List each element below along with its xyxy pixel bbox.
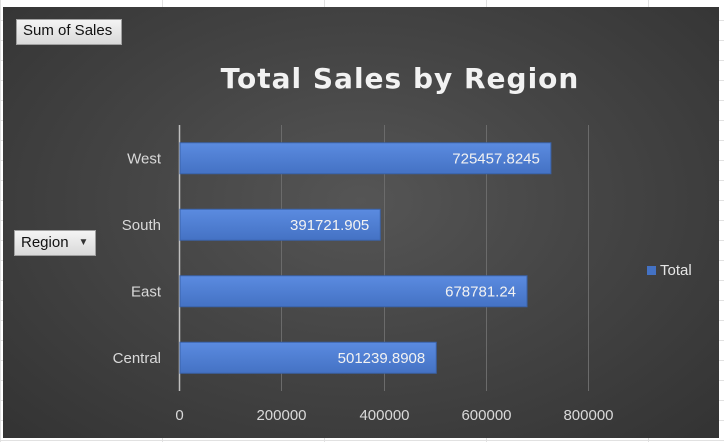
sum-of-sales-label: Sum of Sales — [23, 22, 113, 39]
legend-label: Total — [660, 262, 692, 279]
data-label: 678781.24 — [445, 283, 516, 300]
bars — [179, 142, 552, 374]
bar-west — [179, 142, 552, 175]
bar-central — [179, 341, 437, 374]
category-label: Central — [113, 350, 161, 367]
category-label: East — [131, 283, 162, 300]
data-label: 501239.8908 — [338, 350, 426, 367]
bar-east — [179, 275, 528, 308]
labels: 0 200000 400000 600000 800000 501239.8908 Cent… — [113, 150, 614, 424]
category-label: South — [122, 217, 161, 234]
legend: Total — [647, 262, 692, 279]
region-filter-label: Region — [21, 234, 69, 251]
caret-down-icon: ▼ — [78, 237, 89, 248]
legend-swatch — [647, 266, 656, 275]
sum-of-sales-field-button[interactable]: Sum of Sales — [16, 19, 122, 45]
data-label: 391721.905 — [290, 217, 369, 234]
chart-title: Total Sales by Region — [220, 62, 580, 95]
x-tick-label: 600000 — [461, 407, 511, 424]
data-label: 725457.8245 — [452, 150, 540, 167]
x-tick-label: 200000 — [256, 407, 306, 424]
x-tick-label: 800000 — [563, 407, 613, 424]
bar-south — [179, 208, 381, 241]
x-tick-label: 0 — [175, 407, 183, 424]
region-filter-button[interactable]: Region ▼ — [14, 230, 96, 256]
category-label: West — [127, 150, 162, 167]
x-tick-label: 400000 — [359, 407, 409, 424]
